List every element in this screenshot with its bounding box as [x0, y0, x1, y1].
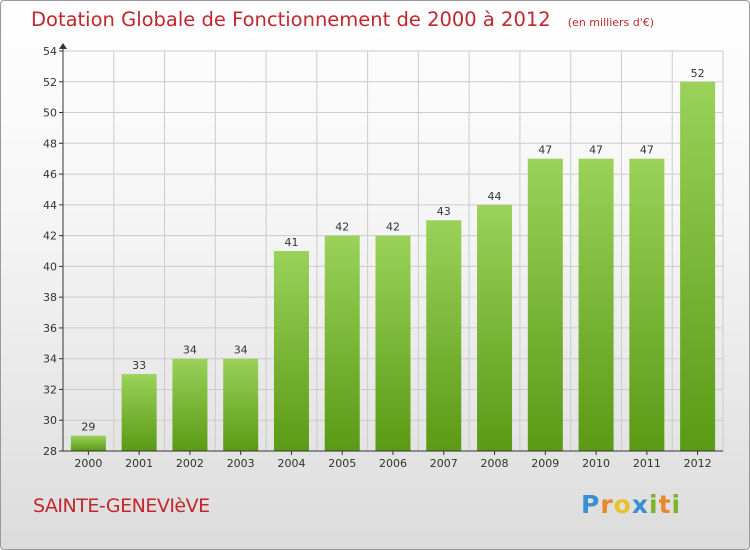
- value-label: 52: [691, 67, 705, 80]
- value-label: 29: [81, 421, 95, 434]
- value-label: 42: [335, 221, 349, 234]
- x-tick-label: 2007: [430, 457, 458, 470]
- x-tick-label: 2006: [379, 457, 407, 470]
- value-label: 34: [183, 344, 197, 357]
- bar-2001: [121, 374, 157, 451]
- logo-letter: P: [581, 490, 601, 519]
- x-tick-label: 2005: [328, 457, 356, 470]
- unit-note: (en milliers d'€): [567, 16, 655, 29]
- y-tick-label: 36: [43, 322, 57, 335]
- value-label: 34: [234, 344, 248, 357]
- logo-letter: i: [649, 490, 659, 519]
- y-tick-label: 42: [43, 230, 57, 243]
- x-tick-label: 2011: [633, 457, 661, 470]
- proxiti-logo: Proxiti: [581, 490, 681, 519]
- x-tick-label: 2010: [582, 457, 610, 470]
- chart-title-block: Dotation Globale de Fonctionnement de 20…: [31, 8, 654, 31]
- y-tick-label: 54: [43, 45, 57, 58]
- y-tick-label: 44: [43, 199, 57, 212]
- y-tick-label: 34: [43, 353, 57, 366]
- bars: [70, 81, 716, 452]
- y-tick-label: 48: [43, 137, 57, 150]
- logo-letter: i: [671, 490, 682, 519]
- bar-2009: [527, 158, 563, 451]
- x-tick-label: 2008: [481, 457, 509, 470]
- value-labels: 29 33 34 34 41 42 42 43 44 47 47 47 52: [81, 67, 704, 434]
- logo-letter: x: [631, 490, 649, 519]
- bar-2008: [477, 204, 513, 451]
- bar-2000: [70, 435, 106, 451]
- y-axis-arrow: [59, 43, 67, 49]
- y-tick-label: 38: [43, 291, 57, 304]
- bar-2002: [172, 358, 208, 451]
- axes: 28 30 32 34 36 38 40 42 44 46 48 50 52 54 2000 2001 2002…: [43, 43, 723, 470]
- logo-letter: t: [658, 490, 672, 519]
- logo-letter: o: [613, 490, 632, 519]
- commune-name: SAINTE-GENEVIèVE: [33, 495, 210, 517]
- x-tick-label: 2009: [531, 457, 559, 470]
- x-tick-label: 2000: [74, 457, 102, 470]
- value-label: 33: [132, 359, 146, 372]
- y-tick-label: 46: [43, 168, 57, 181]
- x-tick-label: 2002: [176, 457, 204, 470]
- bar-2007: [426, 220, 462, 451]
- logo-letter: r: [600, 490, 614, 519]
- x-tick-label: 2001: [125, 457, 153, 470]
- value-label: 47: [640, 144, 654, 157]
- y-tick-label: 52: [43, 76, 57, 89]
- bar-2011: [629, 158, 665, 451]
- bar-2004: [273, 251, 309, 451]
- x-tick-label: 2012: [684, 457, 712, 470]
- bar-2012: [680, 81, 716, 452]
- value-label: 47: [538, 144, 552, 157]
- chart-title: Dotation Globale de Fonctionnement de 20…: [31, 8, 551, 31]
- y-tick-label: 40: [43, 260, 57, 273]
- value-label: 42: [386, 221, 400, 234]
- y-tick-label: 32: [43, 383, 57, 396]
- x-tick-label: 2003: [227, 457, 255, 470]
- value-label: 47: [589, 144, 603, 157]
- bar-2005: [324, 235, 360, 451]
- value-label: 41: [284, 236, 298, 249]
- bar-2006: [375, 235, 411, 451]
- bar-2003: [223, 358, 259, 451]
- y-tick-label: 30: [43, 414, 57, 427]
- y-tick-label: 50: [43, 107, 57, 120]
- value-label: 44: [488, 190, 502, 203]
- y-tick-label: 28: [43, 445, 57, 458]
- value-label: 43: [437, 205, 451, 218]
- bar-2010: [578, 158, 614, 451]
- x-tick-label: 2004: [277, 457, 305, 470]
